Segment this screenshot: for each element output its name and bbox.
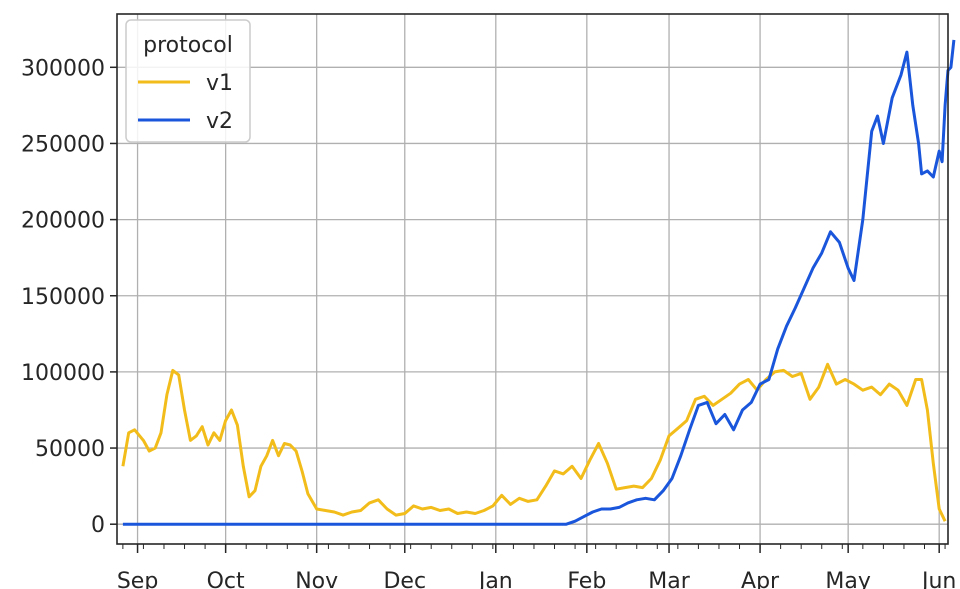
x-tick-label: Dec [383, 569, 426, 589]
y-tick-label: 250000 [21, 132, 105, 157]
y-tick-label: 150000 [21, 285, 105, 310]
x-tick-label: Mar [648, 569, 690, 589]
y-tick-label: 100000 [21, 361, 105, 386]
x-tick-label: Apr [741, 569, 780, 589]
series-line-v1 [121, 362, 947, 522]
x-tick-label: May [825, 569, 870, 589]
x-axis: Sep Oct Nov Dec Jan Feb Mar Apr May Jun [117, 544, 956, 589]
legend-title: protocol [143, 33, 233, 58]
plot-frame [116, 13, 949, 545]
x-tick-label: Sep [117, 569, 158, 589]
y-tick-label: 200000 [21, 209, 105, 234]
series-layer [121, 39, 956, 526]
legend-label-v2: v2 [206, 109, 233, 134]
x-tick-label: Jan [477, 569, 513, 589]
x-tick-label: Feb [567, 569, 606, 589]
x-tick-label: Jun [920, 569, 956, 589]
y-tick-label: 300000 [21, 56, 105, 81]
y-tick-label: 50000 [35, 437, 105, 462]
legend-label-v1: v1 [206, 71, 233, 96]
x-tick-label: Nov [295, 569, 338, 589]
x-tick-label: Oct [207, 569, 245, 589]
series-line-v2 [122, 39, 956, 526]
y-axis: 0 50000 100000 150000 200000 250000 300000 [21, 56, 117, 538]
legend: protocol v1 v2 [125, 19, 251, 143]
y-tick-label: 0 [91, 513, 105, 538]
